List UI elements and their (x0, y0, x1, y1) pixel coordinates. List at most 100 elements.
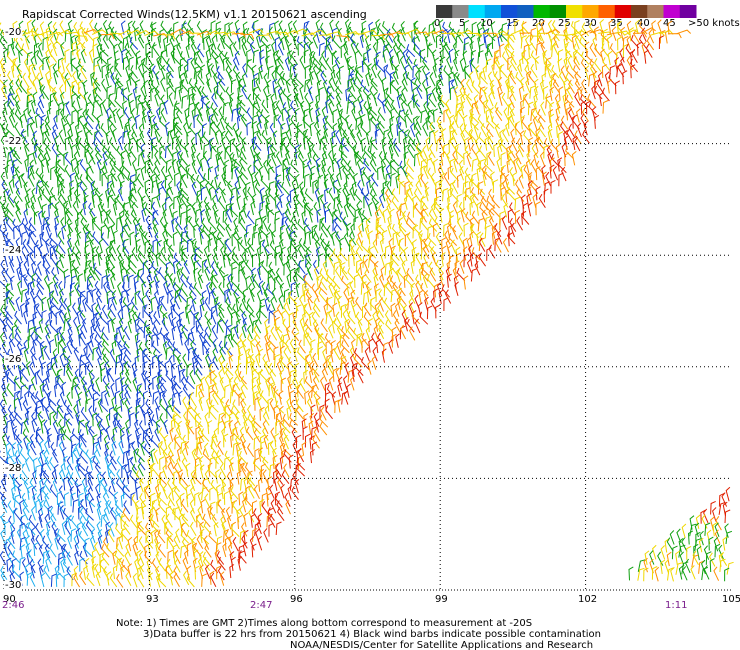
wind-barb (227, 333, 234, 348)
wind-barb (335, 70, 342, 85)
wind-barb (125, 542, 131, 557)
wind-barb (146, 558, 151, 573)
wind-barb (174, 172, 180, 187)
wind-barb (131, 247, 139, 262)
wind-barb (574, 78, 583, 93)
wind-barb (179, 331, 185, 346)
wind-barb (280, 35, 286, 51)
wind-barb (172, 341, 182, 355)
wind-barb (141, 207, 147, 223)
wind-barb (339, 211, 348, 226)
wind-barb (453, 71, 458, 87)
wind-barb (147, 541, 153, 556)
wind-barb (46, 427, 51, 443)
wind-barb (251, 64, 257, 80)
wind-barb (145, 398, 153, 413)
wind-barb (208, 231, 214, 246)
wind-barb (152, 238, 158, 253)
wind-barb (64, 164, 72, 179)
wind-barb (167, 397, 174, 413)
wind-barb (508, 144, 516, 159)
wind-barb (414, 318, 421, 334)
wind-barb (110, 274, 115, 290)
wind-barb (425, 115, 431, 130)
wind-barb (708, 536, 714, 551)
wind-barb (83, 194, 89, 210)
wind-barb (308, 143, 314, 158)
wind-barb (193, 543, 202, 557)
wind-barb (118, 557, 124, 573)
wind-barb (260, 463, 266, 478)
wind-barb (107, 318, 113, 333)
wind-barb (404, 64, 410, 79)
wind-barb (440, 252, 446, 267)
wind-barb (282, 88, 292, 102)
wind-barb (124, 216, 131, 231)
wind-barb (32, 149, 38, 165)
wind-barb (92, 43, 98, 58)
wind-barb (374, 209, 380, 224)
wind-barb (27, 165, 34, 179)
wind-barb (493, 30, 508, 37)
wind-barb (86, 572, 95, 587)
wind-barb (44, 128, 51, 144)
wind-barb (681, 537, 688, 552)
wind-barb (165, 196, 171, 211)
wind-barb (60, 543, 66, 559)
wind-barb (438, 65, 444, 80)
wind-barb (122, 485, 131, 499)
wind-barb (447, 244, 452, 260)
wind-barb (359, 99, 364, 114)
wind-barb (247, 404, 254, 420)
wind-barb (342, 333, 350, 348)
wind-barb (71, 85, 81, 99)
wind-barb (216, 261, 226, 275)
wind-barb (348, 123, 356, 139)
wind-barb (252, 86, 259, 101)
wind-barb (202, 29, 208, 44)
wind-barb (401, 309, 408, 325)
wind-barb (77, 130, 83, 144)
wind-barb (127, 151, 132, 166)
wind-barb (405, 274, 414, 288)
wind-barb (304, 318, 313, 333)
wind-barb (474, 100, 480, 115)
wind-barb (45, 375, 50, 391)
wind-barb (173, 107, 179, 122)
wind-barb (502, 128, 509, 143)
wind-barb (167, 500, 176, 514)
wind-barb (279, 442, 285, 458)
wind-barb (267, 159, 275, 174)
wind-barb (664, 538, 670, 553)
wind-barb (110, 266, 116, 281)
wind-barb (545, 29, 561, 35)
wind-barb (365, 326, 371, 341)
wind-barb (255, 310, 262, 325)
wind-barb (12, 565, 21, 579)
wind-barb (497, 34, 503, 49)
wind-barb (478, 132, 488, 146)
wind-barb (462, 237, 468, 252)
wind-barb (453, 275, 459, 290)
wind-barb (701, 514, 708, 529)
wind-barb (105, 425, 111, 441)
wind-barb (504, 174, 510, 189)
wind-barb (241, 85, 248, 100)
wind-barb (197, 557, 204, 572)
wind-barb (360, 137, 366, 152)
wind-barb (39, 486, 45, 501)
wind-barb (520, 164, 526, 179)
wind-barb (508, 64, 515, 80)
wind-barb (260, 175, 270, 189)
wind-barb (152, 354, 158, 369)
wind-barb (83, 544, 93, 558)
wind-barb (234, 166, 239, 182)
wind-barb (167, 72, 174, 88)
wind-barb (246, 59, 252, 73)
wind-barb (83, 345, 88, 360)
wind-barb (23, 107, 28, 123)
wind-barb (378, 203, 385, 218)
wind-barb (254, 333, 262, 348)
wind-barb (31, 33, 46, 39)
wind-barb (108, 21, 116, 36)
